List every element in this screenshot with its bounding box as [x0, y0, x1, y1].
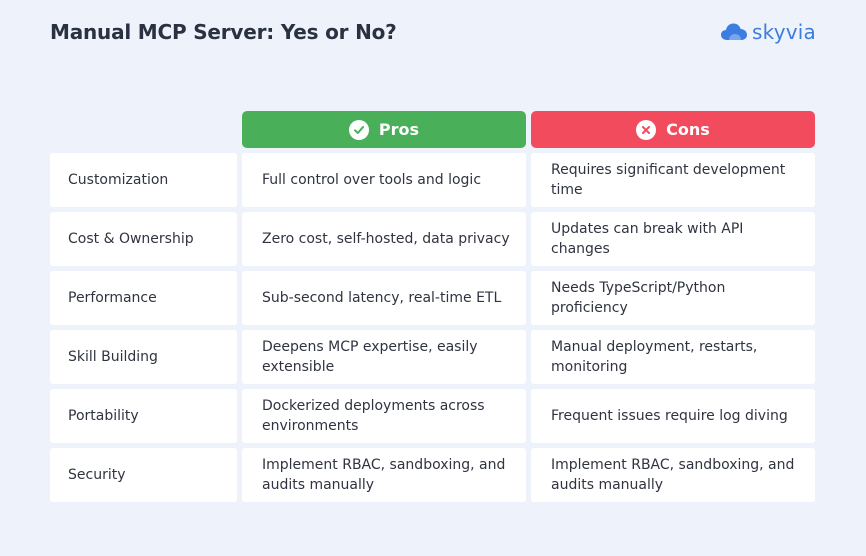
- cons-cell: Updates can break with API changes: [531, 212, 815, 266]
- cons-cell: Requires significant development time: [531, 153, 815, 207]
- logo-text: skyvia: [752, 20, 816, 44]
- close-icon: [636, 119, 657, 140]
- comparison-table: Pros Cons Customization Full control ove…: [50, 111, 815, 502]
- pros-cell: Implement RBAC, sandboxing, and audits m…: [242, 448, 526, 502]
- cloud-icon: [721, 23, 748, 40]
- row-label: Performance: [50, 271, 237, 325]
- page-title: Manual MCP Server: Yes or No?: [50, 20, 397, 44]
- cons-cell: Frequent issues require log diving: [531, 389, 815, 443]
- pros-cell: Dockerized deployments across environmen…: [242, 389, 526, 443]
- logo: skyvia: [720, 20, 816, 44]
- cons-cell: Implement RBAC, sandboxing, and audits m…: [531, 448, 815, 502]
- row-label: Customization: [50, 153, 237, 207]
- row-label: Skill Building: [50, 330, 237, 384]
- header-empty-cell: [50, 111, 237, 148]
- pros-header-label: Pros: [378, 120, 420, 139]
- cons-cell: Needs TypeScript/Python proficiency: [531, 271, 815, 325]
- pros-cell: Full control over tools and logic: [242, 153, 526, 207]
- row-label: Portability: [50, 389, 237, 443]
- row-label: Cost & Ownership: [50, 212, 237, 266]
- cons-cell: Manual deployment, restarts, monitoring: [531, 330, 815, 384]
- cons-header: Cons: [531, 111, 815, 148]
- check-icon: [348, 119, 369, 140]
- pros-cell: Deepens MCP expertise, easily extensible: [242, 330, 526, 384]
- pros-cell: Zero cost, self-hosted, data privacy: [242, 212, 526, 266]
- cons-header-label: Cons: [666, 120, 710, 139]
- row-label: Security: [50, 448, 237, 502]
- pros-header: Pros: [242, 111, 526, 148]
- pros-cell: Sub-second latency, real-time ETL: [242, 271, 526, 325]
